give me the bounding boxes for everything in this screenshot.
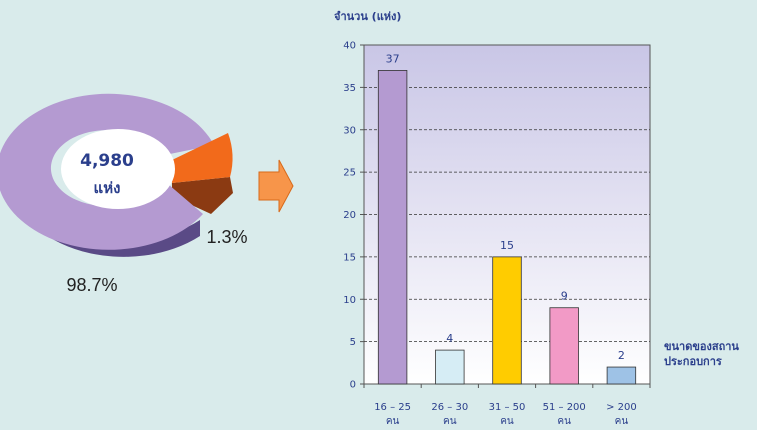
bar	[549, 307, 579, 385]
data-label: 4	[446, 332, 453, 345]
bar	[435, 349, 465, 385]
x-tick-label: 26 – 30	[431, 402, 468, 413]
y-tick-label: 15	[343, 252, 356, 263]
donut-small-label: 1.3%	[206, 227, 247, 247]
donut-small-slice	[172, 133, 233, 183]
data-label: 9	[561, 290, 568, 303]
bars: 37 4 15 9 2	[377, 52, 637, 385]
x-axis: 16 – 25 คน 26 – 30 คน 31 – 50 คน 51 – 200 คน > 2…	[363, 384, 651, 427]
y-tick-label: 5	[350, 337, 356, 348]
y-tick-label: 10	[343, 295, 356, 306]
y-tick-label: 30	[343, 125, 356, 136]
y-tick-label: 40	[343, 41, 356, 52]
bar-chart: จำนวน (แห่ง) 0 5 10 15 20 25 30 35 40 37 4 15 9 2 16…	[334, 10, 739, 427]
x-axis-title-line1: ขนาดของสถาน	[664, 340, 739, 353]
y-axis-title: จำนวน (แห่ง)	[334, 10, 401, 23]
x-tick-label-unit: คน	[615, 416, 629, 427]
x-tick-label: 31 – 50	[489, 402, 526, 413]
x-tick-label-unit: คน	[443, 416, 457, 427]
bar	[606, 366, 637, 385]
donut-center-value: 4,980	[80, 151, 134, 171]
donut-big-slice	[0, 93, 214, 250]
x-axis-title-line2: ประกอบการ	[664, 355, 722, 368]
x-tick-label-unit: คน	[500, 416, 514, 427]
x-tick-label-unit: คน	[386, 416, 400, 427]
donut-center	[61, 129, 175, 209]
data-label: 15	[500, 239, 514, 252]
x-tick-label: 16 – 25	[374, 402, 411, 413]
bar	[377, 70, 408, 385]
x-tick-label: > 200	[606, 402, 637, 413]
data-label: 37	[386, 52, 400, 65]
y-tick-label: 25	[343, 168, 356, 179]
y-tick-label: 0	[350, 380, 356, 391]
donut-small-side	[172, 177, 233, 214]
data-label: 2	[618, 349, 625, 362]
arrow-right-icon	[258, 159, 294, 213]
bar	[492, 256, 522, 385]
donut-chart: 4,980 แห่ง 98.7% 1.3%	[0, 93, 248, 295]
y-axis: 0 5 10 15 20 25 30 35 40	[343, 41, 364, 391]
x-tick-label: 51 – 200	[543, 402, 586, 413]
donut-center-unit: แห่ง	[94, 179, 121, 197]
donut-big-label: 98.7%	[66, 275, 117, 295]
x-tick-label-unit: คน	[557, 416, 571, 427]
y-tick-label: 20	[343, 210, 356, 221]
y-tick-label: 35	[343, 83, 356, 94]
